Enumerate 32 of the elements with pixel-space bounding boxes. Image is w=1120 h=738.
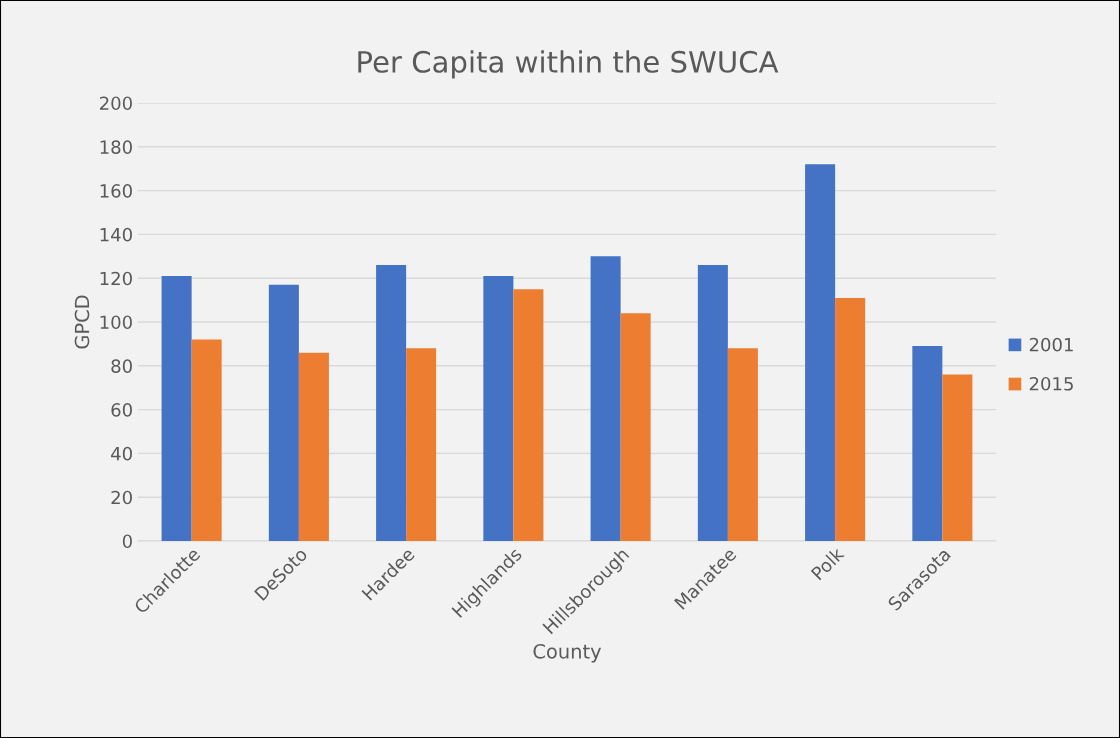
y-tick-label: 180 <box>100 140 132 154</box>
bar <box>376 265 407 541</box>
legend-label: 2001 <box>1029 337 1073 352</box>
bar <box>590 256 621 541</box>
y-tick-label: 200 <box>100 96 132 111</box>
bar <box>727 348 758 541</box>
y-axis-title: GPCD <box>74 295 90 349</box>
bar <box>835 297 866 541</box>
y-tick-label: 100 <box>100 315 132 330</box>
y-tick-label: 20 <box>111 490 132 505</box>
bar <box>513 289 544 541</box>
bar <box>268 284 299 541</box>
y-tick-label: 140 <box>100 227 132 242</box>
bar <box>161 276 192 541</box>
y-tick-label: 80 <box>111 359 132 373</box>
y-tick-label: 40 <box>111 446 132 461</box>
bar <box>191 339 222 541</box>
bar <box>912 346 943 541</box>
y-tick-label: 160 <box>100 184 132 198</box>
bar <box>942 374 973 541</box>
bar <box>406 348 437 541</box>
bar <box>298 352 329 541</box>
x-axis-title: County <box>533 643 602 663</box>
y-tick-label: 0 <box>122 534 132 549</box>
bar <box>483 276 514 541</box>
y-tick-label: 120 <box>100 271 132 286</box>
bar <box>620 313 651 541</box>
legend-label: 2015 <box>1029 376 1073 391</box>
y-tick-label: 60 <box>111 403 132 417</box>
bar <box>697 265 728 541</box>
chart-title: Per Capita within the SWUCA <box>358 50 779 79</box>
bar <box>805 164 836 541</box>
